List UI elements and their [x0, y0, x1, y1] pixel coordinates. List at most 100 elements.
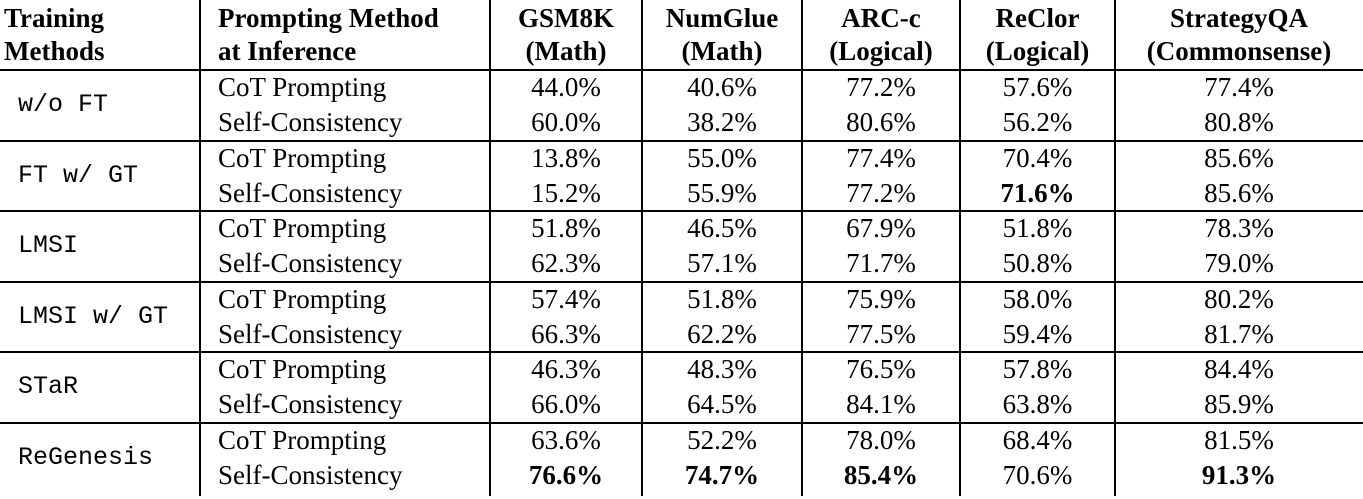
score-cell: 77.4% — [1204, 72, 1274, 102]
score-cell: 38.2% — [687, 107, 757, 137]
score-cell: 48.3% — [687, 354, 757, 384]
score-cell: 85.9% — [1204, 389, 1274, 419]
score-cell: 51.8% — [1002, 213, 1073, 243]
header-cell: NumGlue — [665, 3, 779, 33]
score-cell: 62.3% — [531, 248, 601, 278]
training-method: ReGenesis — [18, 442, 154, 472]
score-cell: 91.3% — [1201, 459, 1277, 490]
header-cell: GSM8K — [517, 3, 614, 33]
score-cell: 63.6% — [531, 424, 601, 455]
score-cell: 85.6% — [1204, 177, 1274, 208]
score-cell: 15.2% — [531, 177, 601, 208]
score-cell: 66.3% — [531, 318, 601, 349]
score-cell: 55.0% — [687, 142, 757, 173]
score-cell: 66.0% — [531, 389, 601, 419]
header-cell: (Commonsense) — [1146, 36, 1332, 66]
column-divider — [1114, 0, 1116, 496]
score-cell: 70.4% — [1002, 142, 1073, 173]
training-method: LMSI — [18, 231, 79, 260]
column-divider — [489, 0, 491, 496]
score-cell: 71.6% — [1000, 177, 1075, 208]
score-cell: 79.0% — [1204, 248, 1274, 278]
header-cell: (Logical) — [829, 36, 933, 66]
score-cell: 63.8% — [1002, 389, 1073, 419]
column-divider — [199, 0, 201, 496]
score-cell: 74.7% — [684, 459, 760, 490]
prompting-method: CoT Prompting — [218, 213, 387, 243]
prompting-method: CoT Prompting — [218, 354, 387, 384]
header-cell: Prompting Method — [218, 3, 439, 33]
score-cell: 71.7% — [846, 248, 916, 278]
score-cell: 57.1% — [687, 248, 757, 278]
score-cell: 58.0% — [1002, 283, 1073, 314]
score-cell: 13.8% — [531, 142, 601, 173]
row-divider — [0, 69, 1363, 71]
prompting-method: Self-Consistency — [218, 318, 403, 349]
training-method: w/o FT — [18, 90, 109, 119]
prompting-method: CoT Prompting — [218, 142, 387, 173]
score-cell: 81.5% — [1204, 424, 1274, 455]
score-cell: 51.8% — [531, 213, 601, 243]
score-cell: 76.5% — [846, 354, 916, 384]
header-cell: at Inference — [218, 36, 357, 66]
column-divider — [801, 0, 803, 496]
score-cell: 52.2% — [687, 424, 757, 455]
score-cell: 64.5% — [687, 389, 757, 419]
score-cell: 51.8% — [687, 283, 757, 314]
score-cell: 50.8% — [1002, 248, 1073, 278]
score-cell: 77.2% — [846, 177, 916, 208]
score-cell: 46.5% — [687, 213, 757, 243]
row-divider — [0, 421, 1363, 424]
score-cell: 57.4% — [531, 283, 601, 314]
score-cell: 81.7% — [1204, 318, 1274, 349]
prompting-method: Self-Consistency — [218, 389, 403, 419]
training-method: FT w/ GT — [18, 160, 139, 190]
score-cell: 46.3% — [531, 354, 601, 384]
score-cell: 77.5% — [846, 318, 916, 349]
row-divider — [0, 280, 1363, 283]
prompting-method: Self-Consistency — [218, 248, 403, 278]
score-cell: 67.9% — [846, 213, 916, 243]
header-cell: (Math) — [525, 36, 607, 66]
prompting-method: CoT Prompting — [218, 424, 387, 455]
score-cell: 84.1% — [846, 389, 916, 419]
score-cell: 77.2% — [846, 72, 916, 102]
prompting-method: CoT Prompting — [218, 72, 387, 102]
header-cell: StrategyQA — [1170, 3, 1308, 33]
training-method: STaR — [18, 372, 79, 401]
header-cell: ReClor — [995, 3, 1080, 33]
column-divider — [959, 0, 961, 496]
score-cell: 70.6% — [1002, 459, 1073, 490]
score-cell: 60.0% — [531, 107, 601, 137]
score-cell: 84.4% — [1204, 354, 1274, 384]
row-divider — [0, 139, 1363, 142]
score-cell: 57.6% — [1002, 72, 1073, 102]
row-divider — [0, 351, 1363, 353]
score-cell: 57.8% — [1002, 354, 1073, 384]
header-cell: ARC-c — [841, 3, 921, 33]
header-cell: (Logical) — [985, 36, 1090, 66]
score-cell: 62.2% — [687, 318, 757, 349]
prompting-method: Self-Consistency — [218, 459, 403, 490]
score-cell: 44.0% — [531, 72, 601, 102]
score-cell: 85.6% — [1204, 142, 1274, 173]
score-cell: 56.2% — [1002, 107, 1073, 137]
header-cell: Training — [4, 3, 105, 33]
score-cell: 85.4% — [843, 459, 919, 490]
score-cell: 80.8% — [1204, 107, 1274, 137]
score-cell: 76.6% — [528, 459, 604, 490]
score-cell: 77.4% — [846, 142, 916, 173]
prompting-method: CoT Prompting — [218, 283, 387, 314]
score-cell: 80.6% — [846, 107, 916, 137]
prompting-method: Self-Consistency — [218, 177, 403, 208]
score-cell: 59.4% — [1002, 318, 1073, 349]
prompting-method: Self-Consistency — [218, 107, 403, 137]
score-cell: 80.2% — [1204, 283, 1274, 314]
training-method: LMSI w/ GT — [18, 301, 169, 331]
header-cell: (Math) — [681, 36, 763, 66]
score-cell: 78.0% — [846, 424, 916, 455]
score-cell: 75.9% — [846, 283, 916, 314]
row-divider — [0, 210, 1363, 212]
header-cell: Methods — [4, 36, 105, 66]
